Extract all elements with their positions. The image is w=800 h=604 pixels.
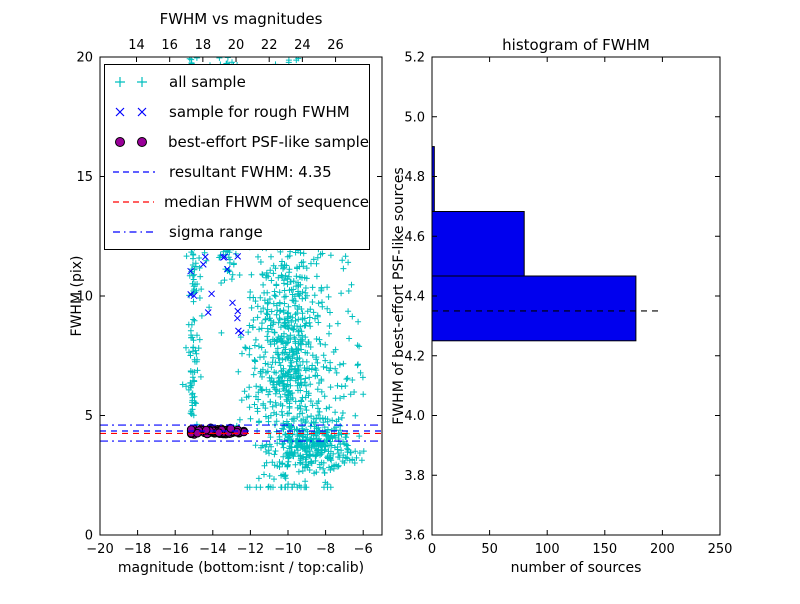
cross-marker-icon: [115, 107, 147, 117]
svg-text:−16: −16: [161, 542, 188, 557]
legend-row-median-fwhm: median FHWM of sequence: [105, 187, 369, 217]
svg-text:18: 18: [195, 38, 212, 53]
svg-text:100: 100: [535, 542, 560, 557]
legend-row-all-sample: all sample: [105, 67, 369, 97]
series-psf-circles: [186, 423, 249, 439]
svg-text:−18: −18: [124, 542, 151, 557]
right-xaxis-label: number of sources: [510, 560, 642, 576]
left-xaxis-label: magnitude (bottom:isnt / top:calib): [117, 560, 365, 576]
svg-text:200: 200: [650, 542, 675, 557]
svg-text:24: 24: [294, 38, 311, 53]
svg-text:20: 20: [228, 38, 245, 53]
legend-row-sigma-range: sigma range: [105, 217, 369, 247]
svg-text:4.2: 4.2: [404, 349, 425, 364]
hist-bar: [431, 275, 637, 342]
legend-label: resultant FWHM: 4.35: [169, 163, 332, 181]
svg-text:4.0: 4.0: [404, 409, 425, 424]
legend-label: all sample: [169, 73, 246, 91]
svg-text:5: 5: [85, 409, 93, 424]
legend-label: best-effort PSF-like sample: [167, 133, 369, 151]
dashdot-line-icon: [113, 231, 155, 233]
legend-row-rough-fwhm: sample for rough FWHM: [105, 97, 369, 127]
ticks: [99, 56, 721, 536]
svg-text:5.0: 5.0: [404, 110, 425, 125]
svg-text:16: 16: [161, 38, 178, 53]
left-plot-title: FWHM vs magnitudes: [159, 10, 323, 28]
svg-text:0: 0: [85, 529, 93, 544]
svg-text:3.6: 3.6: [404, 529, 425, 544]
svg-text:150: 150: [592, 542, 617, 557]
legend: all sample sample for rough FWHM best-ef…: [104, 64, 370, 250]
svg-text:20: 20: [76, 51, 93, 66]
circle-marker-icon: [115, 137, 147, 147]
hist-bar: [431, 211, 525, 277]
left-yaxis-label: FWHM (pix): [69, 255, 85, 337]
svg-text:−12: −12: [237, 542, 264, 557]
legend-label: sample for rough FWHM: [169, 103, 350, 121]
plus-marker-icon: [115, 77, 147, 87]
right-yaxis-label: FWHM of best-effort PSF-like sources: [391, 167, 407, 425]
svg-text:250: 250: [708, 542, 733, 557]
dashed-line-icon: [113, 201, 155, 203]
svg-text:26: 26: [327, 38, 344, 53]
svg-text:4.8: 4.8: [404, 170, 425, 185]
svg-text:0: 0: [428, 542, 436, 557]
svg-text:−20: −20: [86, 542, 113, 557]
svg-text:15: 15: [76, 170, 93, 185]
dashed-line-icon: [113, 171, 155, 173]
legend-row-psf-sample: best-effort PSF-like sample: [105, 127, 369, 157]
svg-text:14: 14: [128, 38, 145, 53]
svg-text:−8: −8: [316, 542, 335, 557]
tick-labels: −20 −18 −16 −14 −12 −10 −8 −6 0 5 10 15 20 14 16 18 20 22…: [76, 38, 732, 557]
svg-text:10: 10: [76, 290, 93, 305]
legend-label: median FHWM of sequence: [164, 193, 369, 211]
svg-text:−6: −6: [354, 542, 373, 557]
svg-text:−10: −10: [274, 542, 301, 557]
svg-text:−14: −14: [199, 542, 226, 557]
svg-text:3.8: 3.8: [404, 469, 425, 484]
svg-text:4.6: 4.6: [404, 230, 425, 245]
legend-row-resultant-fwhm: resultant FWHM: 4.35: [105, 157, 369, 187]
right-plot-title: histogram of FWHM: [502, 36, 650, 54]
svg-text:4.4: 4.4: [404, 290, 425, 305]
svg-text:50: 50: [481, 542, 498, 557]
svg-text:22: 22: [261, 38, 278, 53]
svg-text:5.2: 5.2: [404, 51, 425, 66]
legend-label: sigma range: [169, 223, 263, 241]
